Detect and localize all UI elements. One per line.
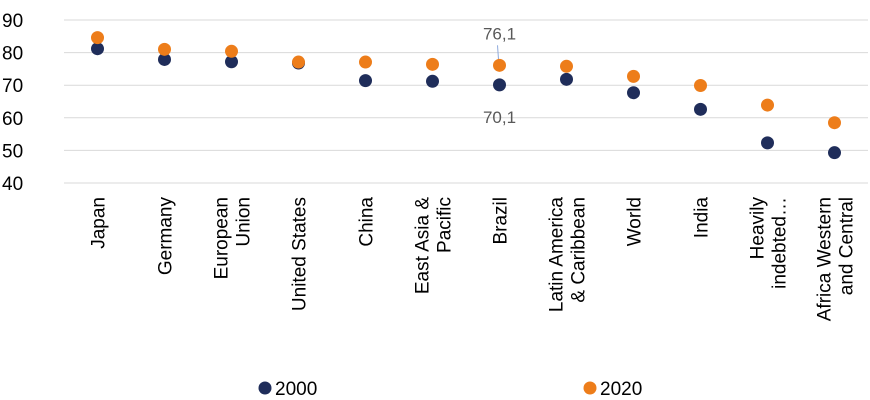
x-tick-label-line: United States	[290, 197, 311, 311]
legend-marker-2000	[258, 381, 272, 395]
y-tick-label: 60	[2, 109, 23, 130]
x-tick-label: Heavily indebted…	[748, 197, 791, 289]
x-tick-label-line: Pacific	[435, 197, 456, 253]
point-2020	[560, 59, 573, 73]
x-tick-label: Africa Western and Central	[815, 197, 858, 321]
point-2000	[359, 74, 372, 88]
x-tick-label-line: Germany	[156, 197, 177, 276]
point-2000	[91, 42, 104, 56]
data-points	[91, 31, 841, 160]
point-2000	[694, 102, 707, 116]
x-tick-label-line: Latin America	[547, 197, 568, 313]
point-2000	[225, 55, 238, 69]
y-axis: 40 50 60 70 80 90	[2, 11, 23, 195]
y-tick-label: 90	[2, 11, 23, 32]
x-tick-label-line: Japan	[89, 197, 110, 249]
x-tick-label-line: European	[212, 197, 233, 279]
point-2020	[359, 55, 372, 69]
point-2020	[292, 55, 305, 69]
point-2000	[560, 72, 573, 86]
point-2000	[627, 86, 640, 100]
point-2000	[828, 146, 841, 160]
x-tick-label-line: World	[625, 197, 646, 246]
x-tick-label: European Union	[212, 197, 255, 279]
x-tick-label-line: Africa Western	[815, 197, 836, 321]
x-tick-label-line: East Asia &	[413, 197, 434, 294]
point-2020	[91, 31, 104, 45]
x-tick-label: Germany	[156, 197, 177, 276]
x-tick-label: World	[625, 197, 646, 246]
y-tick-label: 70	[2, 76, 23, 97]
x-axis-labels: Japan Germany European Union United States Ch…	[89, 197, 858, 322]
x-tick-label-line: indebted…	[770, 197, 791, 289]
x-tick-label: India	[692, 197, 713, 239]
point-2020	[158, 42, 171, 56]
x-tick-label: Japan	[89, 197, 110, 249]
legend: 2000 2020	[258, 379, 642, 400]
x-tick-label-line: Brazil	[491, 197, 512, 245]
point-2000	[493, 78, 506, 92]
data-label: 76,1	[483, 24, 516, 43]
point-2020	[694, 79, 707, 93]
point-2000	[158, 52, 171, 66]
y-tick-label: 80	[2, 44, 23, 65]
x-tick-label: East Asia & Pacific	[413, 197, 456, 294]
x-tick-label: United States	[290, 197, 311, 311]
y-tick-label: 50	[2, 141, 23, 162]
data-label: 70,1	[483, 108, 516, 127]
annotation-leader	[497, 45, 499, 60]
x-tick-label: China	[357, 197, 378, 247]
legend-label-2020: 2020	[600, 379, 642, 400]
legend-marker-2020	[583, 381, 597, 395]
x-tick-label-line: Union	[234, 197, 255, 247]
x-tick-label: Latin America & Caribbean	[547, 197, 590, 313]
x-tick-label: Brazil	[491, 197, 512, 245]
annotations: 76,1 70,1	[483, 24, 516, 127]
point-2020	[828, 116, 841, 130]
point-2020	[627, 69, 640, 83]
point-2020	[761, 98, 774, 112]
point-2020	[426, 57, 439, 71]
point-2020	[225, 44, 238, 58]
point-2020	[493, 58, 506, 72]
gridlines	[64, 19, 868, 184]
point-2000	[426, 74, 439, 88]
y-tick-label: 40	[2, 174, 23, 195]
x-tick-label-line: & Caribbean	[569, 197, 590, 303]
legend-label-2000: 2000	[275, 379, 317, 400]
x-tick-label-line: and Central	[837, 197, 858, 295]
x-tick-label-line: Heavily	[748, 197, 769, 260]
x-tick-label-line: India	[692, 197, 713, 239]
x-tick-label-line: China	[357, 197, 378, 247]
point-2000	[761, 136, 774, 150]
